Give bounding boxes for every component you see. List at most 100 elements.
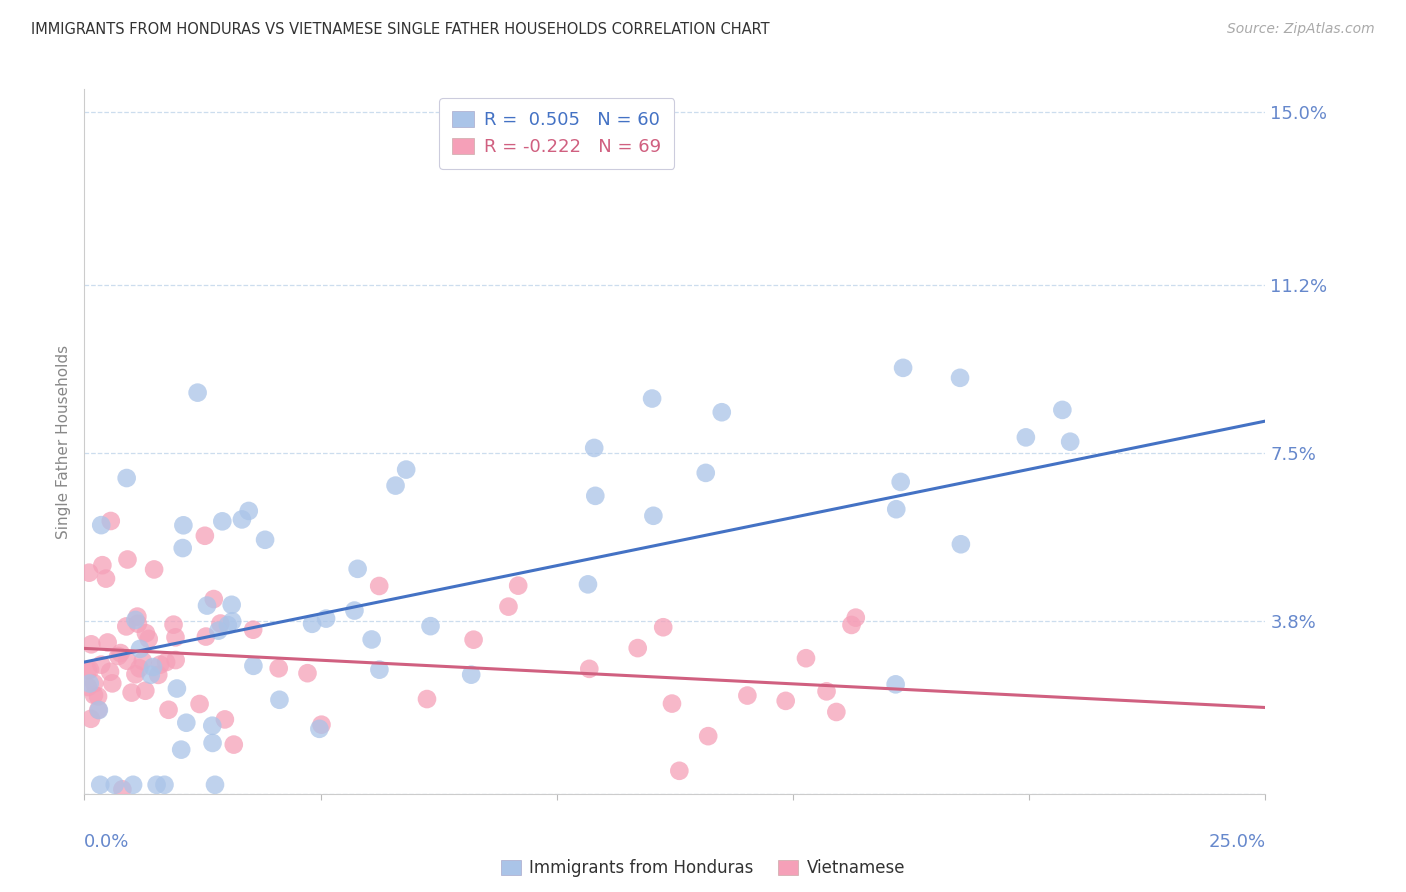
Point (242, 658, 264, 673)
Point (221, 598, 243, 612)
Point (221, 615, 243, 629)
Point (641, 392, 664, 406)
Point (202, 592, 225, 607)
Point (301, 616, 323, 631)
Point (217, 618, 239, 632)
Point (794, 651, 817, 665)
Point (172, 541, 194, 555)
Point (254, 533, 277, 547)
Point (652, 620, 675, 634)
Point (460, 667, 482, 681)
Point (269, 692, 291, 706)
Point (165, 631, 187, 645)
Point (132, 654, 155, 668)
Point (87, 703, 110, 717)
Point (360, 632, 382, 647)
Point (115, 654, 138, 668)
Point (311, 717, 333, 731)
Point (153, 778, 176, 792)
Point (668, 764, 690, 778)
Point (815, 684, 838, 698)
Point (949, 537, 972, 551)
Point (188, 697, 211, 711)
Point (111, 782, 134, 797)
Point (1059, 434, 1081, 449)
Point (135, 626, 157, 640)
Point (737, 689, 759, 703)
Point (143, 562, 166, 576)
Point (508, 579, 530, 593)
Point (825, 705, 848, 719)
Point (368, 663, 391, 677)
Point (890, 475, 912, 489)
Text: IMMIGRANTS FROM HONDURAS VS VIETNAMESE SINGLE FATHER HOUSEHOLDS CORRELATION CHAR: IMMIGRANTS FROM HONDURAS VS VIETNAMESE S… (31, 22, 769, 37)
Point (884, 502, 907, 516)
Point (343, 603, 366, 617)
Point (80, 637, 103, 651)
Point (77, 680, 100, 694)
Point (498, 599, 520, 614)
Point (162, 617, 184, 632)
Point (1052, 403, 1074, 417)
Point (149, 657, 172, 672)
Point (166, 681, 188, 696)
Point (77, 566, 100, 580)
Point (207, 624, 229, 638)
Point (643, 508, 665, 523)
Text: 0.0%: 0.0% (84, 833, 129, 851)
Text: Source: ZipAtlas.com: Source: ZipAtlas.com (1227, 22, 1375, 37)
Point (1015, 430, 1038, 444)
Point (128, 661, 150, 675)
Point (127, 609, 149, 624)
Point (107, 648, 129, 663)
Point (165, 653, 187, 667)
Legend: R =  0.505   N = 60, R = -0.222   N = 69: R = 0.505 N = 60, R = -0.222 N = 69 (439, 98, 675, 169)
Point (204, 778, 226, 792)
Point (121, 685, 143, 699)
Y-axis label: Single Father Households: Single Father Households (56, 344, 72, 539)
Point (710, 405, 733, 419)
Point (214, 713, 236, 727)
Point (145, 778, 167, 792)
Point (238, 504, 260, 518)
Point (115, 619, 138, 633)
Point (416, 692, 439, 706)
Point (841, 618, 863, 632)
Point (578, 662, 600, 676)
Point (89, 778, 111, 792)
Point (142, 660, 165, 674)
Point (395, 462, 418, 476)
Point (884, 677, 907, 691)
Point (76, 664, 98, 678)
Point (98, 665, 121, 679)
Point (209, 616, 232, 631)
Point (576, 577, 599, 591)
Point (346, 562, 368, 576)
Point (419, 619, 441, 633)
Point (195, 599, 218, 613)
Point (242, 623, 264, 637)
Point (97, 635, 120, 649)
Point (201, 736, 224, 750)
Point (94, 572, 117, 586)
Point (211, 514, 233, 528)
Point (267, 661, 290, 675)
Point (231, 512, 253, 526)
Point (148, 668, 170, 682)
Point (315, 612, 337, 626)
Point (100, 514, 122, 528)
Point (87, 690, 110, 704)
Point (101, 676, 124, 690)
Point (172, 518, 194, 533)
Point (80, 712, 103, 726)
Point (697, 729, 720, 743)
Point (194, 529, 217, 543)
Point (91, 558, 114, 573)
Point (297, 666, 319, 681)
Point (176, 715, 198, 730)
Point (368, 579, 391, 593)
Point (90, 518, 112, 533)
Point (139, 667, 162, 681)
Point (87, 703, 110, 717)
Point (201, 719, 224, 733)
